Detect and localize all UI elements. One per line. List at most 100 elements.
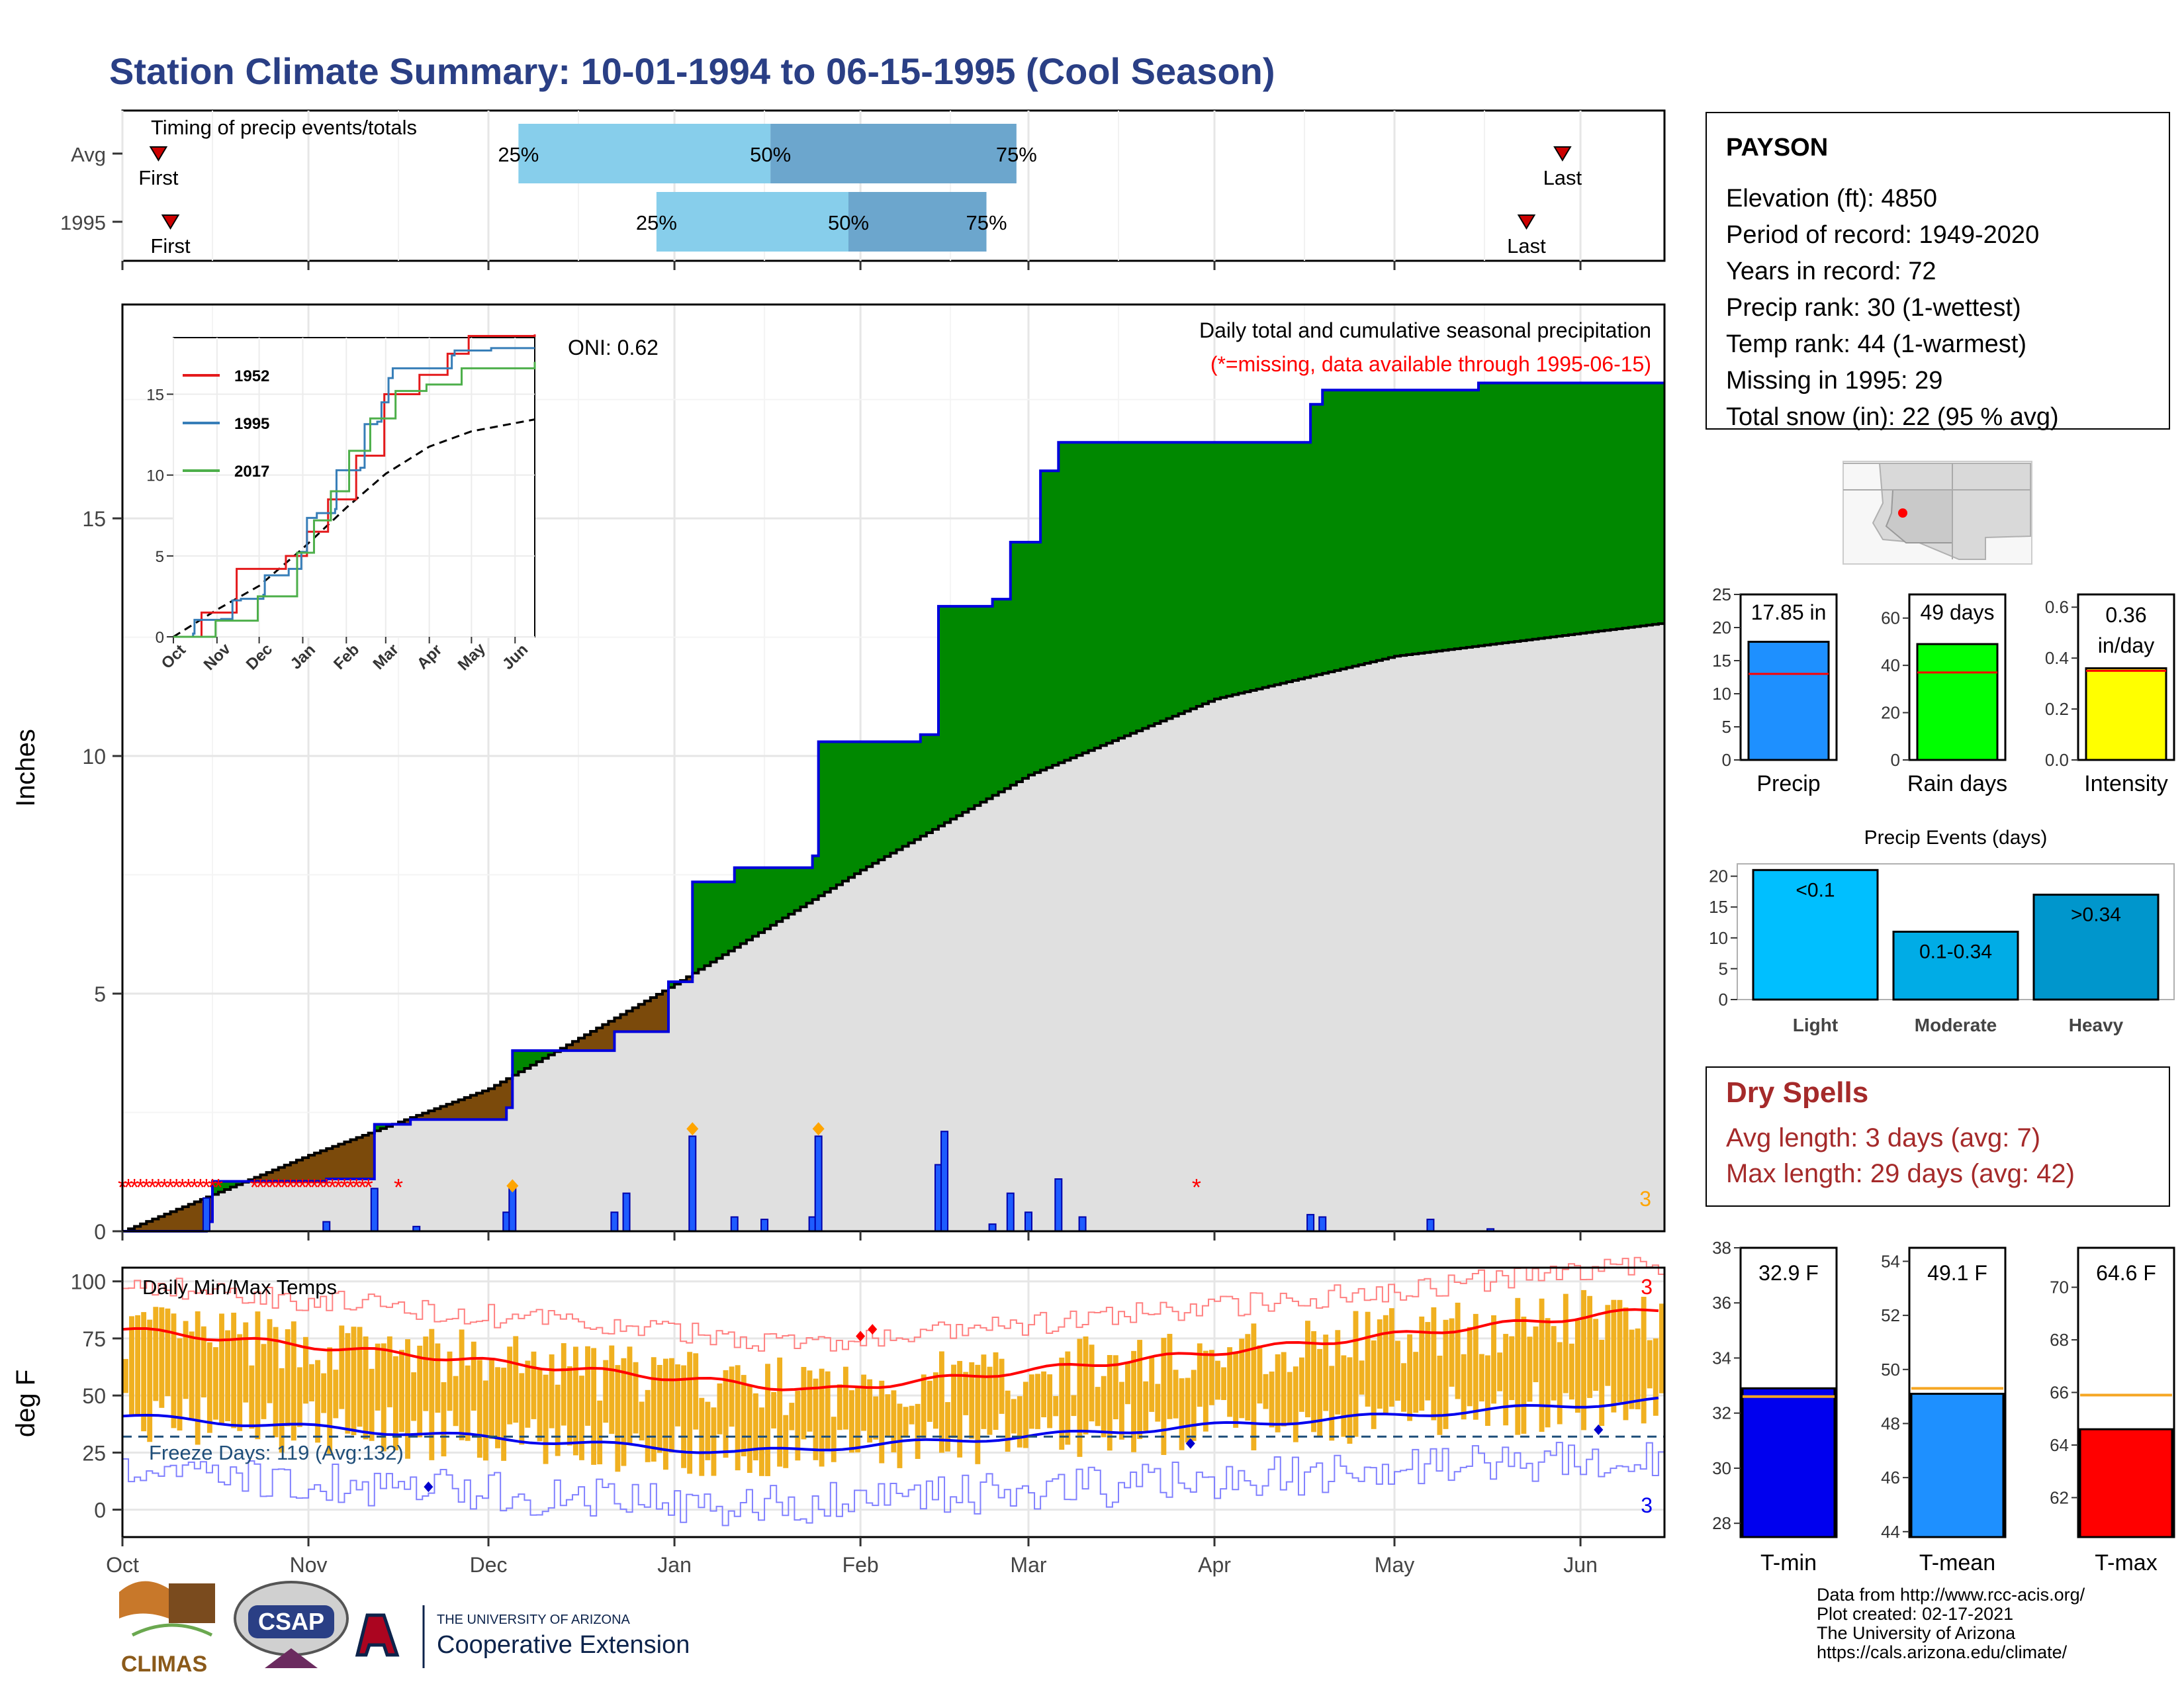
missing-marker: * [136,1174,145,1201]
daily-temp-bar [423,1336,429,1411]
daily-temp-bar [783,1415,789,1468]
temp-bar-ytick-label: 66 [2050,1383,2069,1403]
daily-temp-bar [1167,1334,1173,1419]
summary-ytick-label: 0.6 [2045,597,2069,617]
daily-temp-bar [1443,1319,1449,1429]
summary-value-label: 17.85 in [1751,600,1827,624]
daily-temp-bar [1515,1297,1521,1435]
daily-temp-bar [765,1364,770,1476]
temp-bar-2 [2079,1428,2173,1538]
station-line: Years in record: 72 [1726,258,1936,285]
events-ytick-label: 15 [1709,897,1728,917]
daily-temp-bar [159,1307,165,1408]
daily-temp-bar [585,1346,590,1426]
daily-temp-bar [1047,1374,1053,1429]
daily-temp-bar [735,1365,741,1471]
snow-marker [686,1122,699,1136]
daily-temp-bar [1371,1340,1377,1429]
daily-temp-bar [243,1322,249,1403]
figure-title: Station Climate Summary: 10-01-1994 to 0… [109,50,1275,92]
record-high-marker [856,1331,866,1342]
missing-marker: * [130,1174,139,1201]
timing-last-marker [1517,214,1536,230]
events-bar-label: >0.34 [2071,904,2121,926]
daily-temp-bar [333,1370,339,1419]
daily-temp-bar [1623,1307,1629,1421]
daily-temp-bar [399,1350,404,1432]
daily-temp-bar [1053,1395,1059,1417]
daily-temp-bar [1118,1382,1124,1440]
daily-temp-bar [206,1342,212,1433]
summary-name-label: Rain days [1907,771,2007,796]
daily-temp-bar [417,1345,423,1438]
temp-bar-ytick-label: 32 [1712,1403,1731,1423]
inset-legend-label: 2017 [234,463,269,481]
daily-temp-bar [825,1371,831,1450]
daily-temp-bar [387,1336,392,1407]
daily-temp-bar [1035,1374,1040,1429]
timing-first-marker [149,146,168,162]
daily-temp-bar [1041,1371,1046,1418]
inset-ytick-label: 10 [146,467,164,485]
timing-bar-50-75 [770,124,1017,183]
daily-temp-bar [1485,1355,1490,1427]
location-map [1843,461,2032,565]
daily-temp-bar [801,1367,807,1440]
daily-temp-bar [938,1351,944,1453]
daily-temp-bar [1143,1381,1149,1431]
daily-temp-bar [1215,1360,1220,1400]
daily-temp-bar [225,1330,230,1421]
timing-label: Timing of precip events/totals [151,116,417,139]
missing-marker: * [262,1174,271,1201]
daily-temp-bar [351,1327,357,1436]
daily-temp-bar [429,1329,435,1460]
ua-line2: Cooperative Extension [437,1631,690,1659]
credit-line: https://cals.arizona.edu/climate/ [1817,1642,2068,1662]
missing-marker: * [154,1174,163,1201]
daily-temp-bar [1611,1299,1617,1413]
daily-temp-bar [633,1362,639,1434]
daily-temp-bar [891,1390,897,1453]
daily-temp-bar [201,1326,206,1398]
daily-temp-bar [1383,1315,1388,1415]
logos: CLIMAS CSAP THE UNIVERSITY OF ARIZONA Coope… [119,1581,690,1677]
missing-marker: * [292,1174,301,1201]
daily-temp-bar [1083,1336,1089,1434]
month-label: Feb [842,1553,879,1577]
record-high-line [122,1256,1664,1352]
daily-temp-bar [267,1319,273,1403]
daily-temp-bar [1287,1372,1293,1425]
daily-temp-bar [507,1346,513,1425]
temp-value-label: 64.6 F [2096,1261,2156,1285]
daily-temp-bar [183,1321,189,1399]
missing-marker: * [304,1174,313,1201]
observed-cumulative-line [122,381,1664,1233]
daily-temp-bar [392,1356,398,1450]
temp-bar-ytick-label: 64 [2050,1435,2069,1455]
summary-name-label: Precip [1756,771,1820,796]
inset-series-1995 [173,347,535,638]
daily-temp-bar [1431,1307,1437,1421]
daily-temp-bar [1107,1354,1113,1451]
daily-temp-bar [1065,1351,1071,1445]
summary-ytick-label: 15 [1712,651,1731,671]
daily-temp-bar [1617,1299,1623,1403]
daily-temp-bar [579,1376,584,1460]
station-info: PAYSON Elevation (ft): 4850 Period of reco… [1706,112,2170,431]
temps-ylabel: deg F [11,1370,40,1437]
daily-temp-bar [537,1369,543,1442]
daily-temp-bar [903,1407,909,1436]
month-label: Apr [1198,1553,1231,1577]
daily-temp-bar [1551,1326,1557,1401]
timing-bar-25-50 [518,124,771,183]
daily-temp-bar [957,1360,963,1458]
daily-temp-bar [489,1358,494,1439]
daily-temp-bar [1359,1360,1365,1395]
daily-temp-bar [849,1390,854,1453]
missing-marker: * [340,1174,349,1201]
daily-temp-bar [549,1354,555,1429]
daily-temp-bar [285,1329,291,1427]
daily-temp-bar [1203,1350,1208,1432]
daily-temp-bar [1221,1367,1226,1400]
daily-temp-bar [1461,1354,1467,1420]
